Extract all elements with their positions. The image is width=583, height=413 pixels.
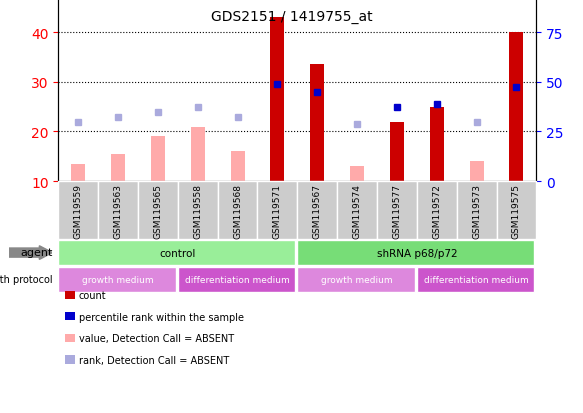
FancyBboxPatch shape [178,182,217,240]
Text: differentiation medium: differentiation medium [424,275,529,284]
Text: rank, Detection Call = ABSENT: rank, Detection Call = ABSENT [79,355,229,365]
Bar [65,312,75,320]
FancyBboxPatch shape [377,182,417,240]
Bar [510,33,524,182]
Text: agent: agent [20,248,52,258]
FancyBboxPatch shape [258,182,297,240]
Text: GSM119558: GSM119558 [193,183,202,238]
Text: GSM119565: GSM119565 [153,183,163,238]
Text: value, Detection Call = ABSENT: value, Detection Call = ABSENT [79,333,234,343]
FancyBboxPatch shape [417,182,456,240]
FancyBboxPatch shape [497,182,536,240]
FancyBboxPatch shape [58,182,98,240]
Text: shRNA p68/p72: shRNA p68/p72 [377,248,457,258]
Bar [111,154,125,182]
Bar [430,107,444,182]
FancyBboxPatch shape [417,268,535,292]
Bar [470,162,483,182]
Bar [271,18,285,182]
Text: GSM119568: GSM119568 [233,183,242,238]
Bar [231,152,244,182]
Text: GSM119571: GSM119571 [273,183,282,238]
Text: GSM119574: GSM119574 [353,183,361,238]
Text: growth medium: growth medium [82,275,154,284]
Text: growth medium: growth medium [321,275,393,284]
Bar [390,122,404,182]
Bar [191,127,205,182]
Text: GSM119572: GSM119572 [432,183,441,238]
Text: growth protocol: growth protocol [0,275,52,285]
Bar [151,137,165,182]
Text: GSM119573: GSM119573 [472,183,481,238]
FancyBboxPatch shape [297,241,535,265]
FancyBboxPatch shape [178,268,296,292]
FancyBboxPatch shape [58,268,176,292]
Text: count: count [79,290,106,300]
Bar [65,355,75,363]
Bar [350,167,364,182]
Bar [65,334,75,342]
Text: percentile rank within the sample: percentile rank within the sample [79,312,244,322]
Text: GDS2151 / 1419755_at: GDS2151 / 1419755_at [210,10,373,24]
FancyBboxPatch shape [217,182,258,240]
Text: differentiation medium: differentiation medium [185,275,290,284]
Text: GSM119575: GSM119575 [512,183,521,238]
FancyArrow shape [9,246,52,260]
Text: GSM119577: GSM119577 [392,183,402,238]
Text: GSM119567: GSM119567 [312,183,322,238]
Bar [310,65,324,182]
FancyBboxPatch shape [297,182,337,240]
FancyBboxPatch shape [58,241,296,265]
FancyBboxPatch shape [337,182,377,240]
FancyBboxPatch shape [297,268,415,292]
FancyBboxPatch shape [456,182,497,240]
Bar [65,291,75,299]
Bar [71,164,85,182]
Text: control: control [160,248,196,258]
FancyBboxPatch shape [138,182,178,240]
FancyBboxPatch shape [98,182,138,240]
Text: GSM119563: GSM119563 [114,183,122,238]
Text: GSM119559: GSM119559 [73,183,83,238]
